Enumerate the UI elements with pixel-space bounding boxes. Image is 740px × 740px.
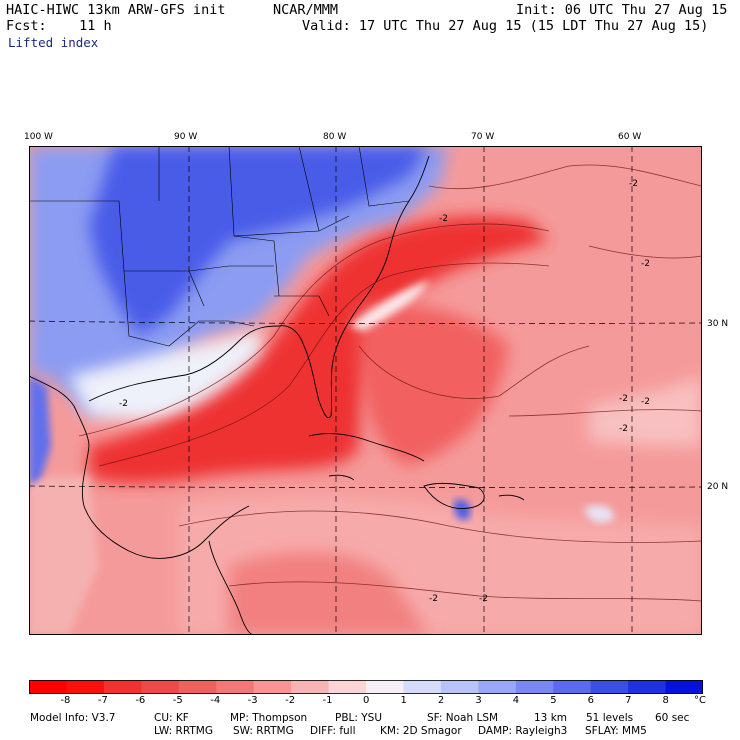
colorbar-tick-label: 0 [363, 695, 370, 706]
colorbar-swatch [253, 680, 292, 694]
colorbar [29, 680, 703, 694]
timestep: 60 sec [655, 712, 690, 724]
colorbar-swatch [665, 680, 703, 694]
cumulus-scheme: CU: KF [154, 712, 189, 724]
colorbar-tick-label: -8 [60, 695, 71, 706]
colorbar-swatch [628, 680, 667, 694]
field-name: Lifted index [8, 35, 99, 50]
colorbar-swatch [553, 680, 592, 694]
colorbar-swatch [291, 680, 330, 694]
colorbar-swatch [66, 680, 105, 694]
colorbar-frame [29, 680, 703, 694]
field-strong-negative [89, 216, 549, 484]
lat-label-30n: 30 N [707, 319, 729, 329]
contour-label: -2 [619, 394, 628, 404]
contour-label: -2 [619, 424, 628, 434]
colorbar-tick-label: -5 [172, 695, 183, 706]
damping: DAMP: Rayleigh3 [478, 725, 568, 737]
contour-label: -2 [641, 259, 650, 269]
colorbar-swatch [29, 680, 67, 694]
colorbar-swatch [478, 680, 517, 694]
state-borders [29, 146, 410, 347]
surface-scheme: SF: Noah LSM [427, 712, 499, 724]
field-neutral-pocket [349, 281, 429, 331]
colorbar-swatch [103, 680, 142, 694]
colorbar-tick-label: 3 [475, 695, 482, 706]
field-east-pocket [584, 505, 614, 523]
colorbar-swatch [590, 680, 629, 694]
colorbar-tick-label: 4 [512, 695, 520, 706]
lifted-index-map: -2 -2 -2 -2 -2 -2 -2 -2 -2 [29, 146, 702, 635]
field-atlantic-band [589, 376, 702, 446]
field-hispaniola-positive [453, 499, 471, 521]
contour-label: -2 [119, 399, 128, 409]
colorbar-tick-label: 6 [587, 695, 595, 706]
colorbar-swatch [366, 680, 404, 694]
lon-label-90w: 90 W [174, 132, 198, 142]
colorbar-tick-label: -4 [210, 695, 221, 706]
lon-label-100w: 100 W [24, 132, 53, 142]
field-west-positive [29, 376, 51, 486]
diffusion: DIFF: full [310, 725, 356, 737]
contour-lines [78, 164, 702, 602]
shortwave-scheme: SW: RRTMG [233, 725, 294, 737]
field-caribbean [229, 552, 429, 635]
colorbar-tick-label: 7 [625, 695, 632, 706]
contour-label: -2 [439, 214, 448, 224]
colorbar-swatch [178, 680, 217, 694]
coastlines [29, 155, 525, 635]
map-frame [29, 146, 702, 635]
colorbar-tick-label: 8 [662, 695, 669, 706]
contour-labels: -2 -2 -2 -2 -2 -2 -2 -2 -2 [119, 179, 650, 604]
contour-label: -2 [429, 594, 438, 604]
graticule [29, 146, 702, 635]
contour-label: -2 [641, 397, 650, 407]
longwave-scheme: LW: RRTMG [154, 725, 213, 737]
init-time: Init: 06 UTC Thu 27 Aug 15 [516, 2, 728, 18]
lon-label-60w: 60 W [618, 132, 642, 142]
colorbar-swatch [403, 680, 442, 694]
microphysics-scheme: MP: Thompson [230, 712, 308, 724]
colorbar-swatch [328, 680, 367, 694]
surface-layer: SFLAY: MM5 [585, 725, 647, 737]
colorbar-tick-label: 1 [400, 695, 407, 706]
model-info: Model Info: V3.7 [30, 712, 116, 724]
contour-label: -2 [629, 179, 638, 189]
colorbar-tick-label: -6 [135, 695, 146, 706]
levels: 51 levels [586, 712, 634, 724]
lon-label-70w: 70 W [471, 132, 495, 142]
org-label: NCAR/MMM [273, 2, 339, 18]
model-title: HAIC-HIWC 13km ARW-GFS init [6, 2, 226, 18]
forecast-hour: Fcst: 11 h [6, 18, 112, 34]
colorbar-tick-label: -7 [97, 695, 108, 706]
contour-label: -2 [479, 594, 488, 604]
pbl-scheme: PBL: YSU [335, 712, 383, 724]
resolution: 13 km [534, 712, 568, 724]
colorbar-tick-label: -2 [285, 695, 296, 706]
colorbar-tick-label: -3 [247, 695, 258, 706]
valid-time: Valid: 17 UTC Thu 27 Aug 15 (15 LDT Thu … [302, 18, 709, 34]
colorbar-tick-label: 2 [437, 695, 445, 706]
lon-label-80w: 80 W [323, 132, 347, 142]
field-mid-negative [359, 303, 509, 466]
colorbar-unit: °C [694, 695, 706, 706]
field-strong-positive [89, 146, 429, 336]
colorbar-swatch [440, 680, 479, 694]
colorbar-swatch [515, 680, 554, 694]
colorbar-tick-label: 5 [550, 695, 557, 706]
colorbar-tick-label: -1 [322, 695, 333, 706]
lat-label-20n: 20 N [707, 482, 729, 492]
field-mexico-light [29, 476, 99, 635]
eddy-coefficient: KM: 2D Smagor [380, 725, 462, 737]
colorbar-swatch [141, 680, 180, 694]
colorbar-swatch [216, 680, 255, 694]
